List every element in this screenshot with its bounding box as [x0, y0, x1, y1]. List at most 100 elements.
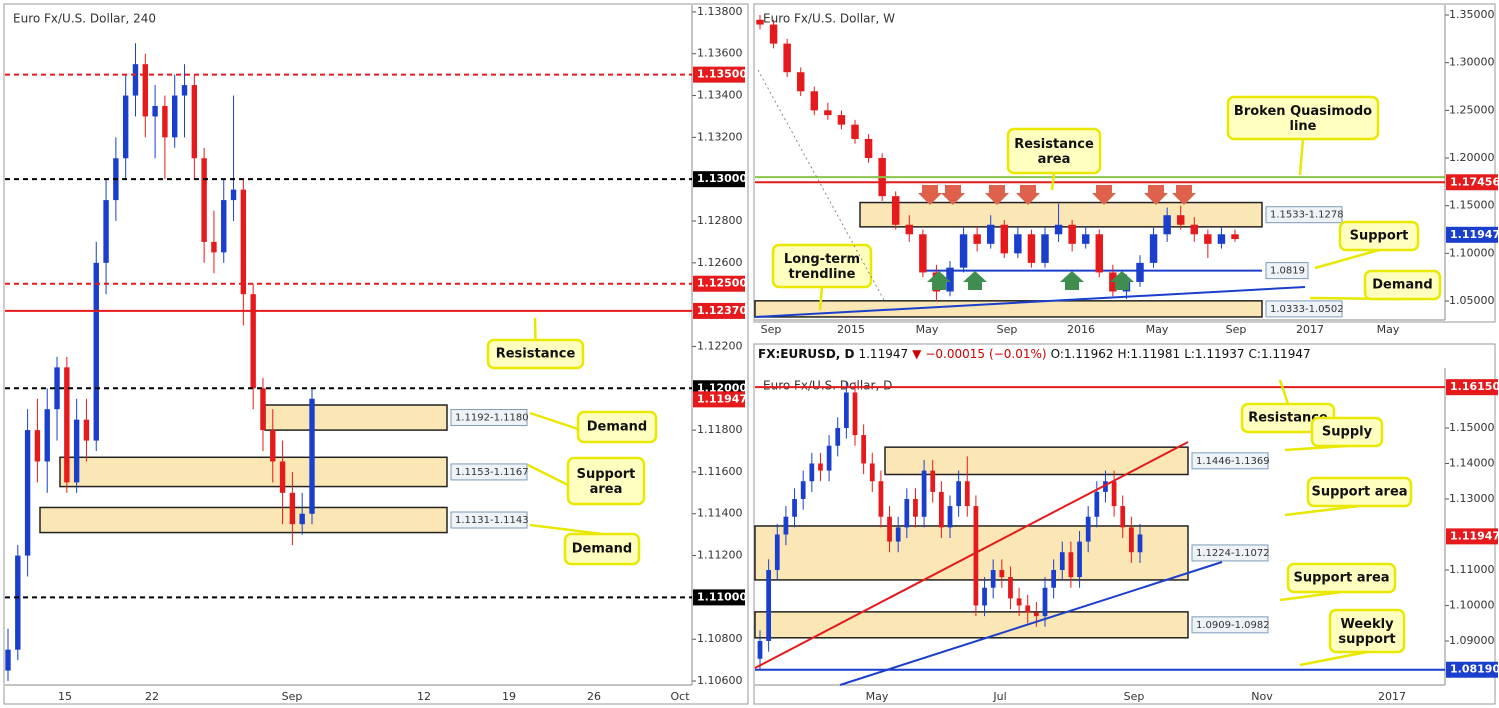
callout-text: Demand [587, 420, 648, 435]
y-tick-label: 1.13000 [1449, 492, 1495, 505]
down-arrow [1172, 185, 1196, 205]
header-high: H:1.11981 [1117, 347, 1180, 361]
candle-body [818, 463, 823, 471]
y-tick-label: 1.10600 [697, 674, 743, 687]
trendline [754, 286, 1306, 318]
up-arrow [927, 271, 951, 290]
callout-line: Support [577, 467, 636, 482]
support-label-box [1265, 262, 1309, 280]
callout-text: Weekly support [1338, 617, 1395, 647]
callout-pointer [1279, 590, 1342, 602]
price-tag [693, 589, 745, 606]
candle-body [757, 640, 763, 659]
zone [754, 300, 1263, 318]
callout-text: Resistance [496, 347, 576, 362]
candle-body [1025, 605, 1031, 613]
x-tick-label: Jul [992, 690, 1006, 703]
y-tick-label: 1.13400 [697, 89, 743, 102]
callout-text: Support area [1311, 485, 1407, 500]
y-tick-label: 1.10000 [1449, 246, 1495, 259]
candle-body [1149, 234, 1158, 263]
candle-body [864, 138, 873, 159]
candle-body [891, 196, 900, 225]
price-tag-label: 1.11947 [1450, 228, 1499, 241]
callout-box [563, 532, 641, 566]
candle-body [1136, 262, 1144, 282]
candle-body [826, 445, 832, 471]
zone-label: 1.1446-1.1369 [1196, 456, 1270, 467]
price-tag-label: 1.16150 [1450, 380, 1499, 393]
x-tick-label: May [866, 690, 889, 703]
callout-box [486, 338, 585, 370]
callout-text: Resistance [1248, 411, 1328, 426]
y-tick-label: 1.11400 [697, 507, 743, 520]
zone [754, 611, 1189, 639]
x-tick-label: Nov [1251, 690, 1273, 703]
candle-body [299, 513, 305, 525]
header-change: −0.00015 [925, 347, 985, 361]
candle-body [810, 91, 819, 111]
candle-body [1190, 224, 1199, 235]
candle-body [34, 430, 41, 462]
y-tick-label: 1.12200 [697, 339, 743, 352]
x-tick-label: 2017 [1296, 323, 1324, 336]
candle-body [122, 95, 129, 159]
candle-body [837, 115, 846, 125]
up-arrow [1060, 271, 1084, 290]
candle-body [774, 534, 780, 570]
callout-box [771, 243, 873, 289]
candle-body [783, 516, 789, 535]
zone [264, 404, 448, 431]
price-tag-label: 1.12000 [697, 381, 747, 394]
candle-body [103, 200, 109, 263]
y-tick-label: 1.14000 [1449, 456, 1495, 469]
candle-body [1008, 577, 1013, 599]
callout-text: Demand [572, 542, 633, 557]
down-arrow [985, 185, 1009, 205]
header-arrow: ▼ [912, 347, 922, 361]
candle-body [5, 649, 11, 671]
candle-body [240, 189, 247, 295]
candle-body [142, 64, 148, 117]
candle-body [152, 105, 158, 117]
price-tag [1446, 661, 1498, 678]
callout-text: Supply [1322, 425, 1373, 440]
y-tick-label: 1.15000 [1449, 421, 1495, 434]
candle-body [1000, 224, 1009, 254]
price-tag-label: 1.17456 [1450, 175, 1499, 188]
candle-body [852, 392, 858, 436]
callout-line: trendline [789, 267, 856, 282]
candle-body [1068, 224, 1076, 244]
candle-body [1051, 569, 1057, 588]
candle-body [1085, 516, 1091, 542]
candle-body [54, 367, 60, 410]
zone-label-box [1191, 544, 1269, 562]
candle-body [1163, 215, 1171, 235]
zone-label-box [1191, 616, 1269, 634]
x-tick-label: Sep [282, 690, 303, 703]
candle-body [999, 569, 1005, 578]
header-open: O:1.11962 [1051, 347, 1114, 361]
header-symbol: FX:EURUSD, D [758, 347, 855, 361]
candle-body [921, 470, 927, 517]
candle-body [1014, 234, 1022, 254]
x-tick-label: Oct [670, 690, 690, 703]
price-tag [693, 66, 745, 83]
candle-body [15, 555, 21, 650]
zone-label-box [450, 511, 528, 529]
price-tag-label: 1.13000 [697, 172, 747, 185]
symbol-header: FX:EURUSD, D 1.11947 ▼ −0.00015 (−0.01%) O:1.… [758, 347, 1311, 361]
price-tag [693, 391, 745, 408]
y-tick-label: 1.30000 [1449, 56, 1495, 69]
callout-box [1306, 476, 1413, 508]
price-tag-label: 1.08190 [1450, 663, 1499, 676]
trendline [754, 441, 1189, 669]
callout-pointer [1050, 172, 1056, 191]
trendline [757, 69, 886, 303]
callout-box [1328, 608, 1406, 654]
candle-body [766, 569, 772, 641]
panel-frame [3, 3, 749, 705]
x-tick-label: Sep [1226, 323, 1247, 336]
callout-pointer [1298, 138, 1305, 176]
y-tick-label: 1.12800 [697, 214, 743, 227]
